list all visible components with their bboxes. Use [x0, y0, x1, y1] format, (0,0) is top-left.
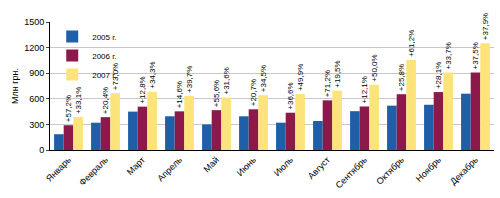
svg-text:Ноябрь: Ноябрь: [414, 155, 443, 184]
svg-text:+28,1%: +28,1%: [434, 62, 443, 89]
svg-text:+20,4%: +20,4%: [101, 87, 110, 114]
svg-text:+36,6%: +36,6%: [286, 82, 295, 109]
svg-text:+34,5%: +34,5%: [259, 65, 268, 92]
svg-text:Декабрь: Декабрь: [448, 155, 480, 187]
svg-text:1500: 1500: [24, 17, 44, 27]
svg-text:Апрель: Апрель: [155, 155, 184, 184]
svg-text:+20,7%: +20,7%: [249, 79, 258, 106]
svg-text:+19,5%: +19,5%: [333, 60, 342, 87]
svg-text:+61,2%: +61,2%: [407, 30, 416, 57]
svg-text:+37,9%: +37,9%: [481, 13, 490, 40]
svg-text:+37,5%: +37,5%: [471, 42, 480, 69]
svg-text:+31,6%: +31,6%: [222, 67, 231, 94]
svg-text:+12,1%: +12,1%: [360, 76, 369, 103]
svg-text:Сентябрь: Сентябрь: [334, 155, 370, 191]
svg-text:2006 г.: 2006 г.: [92, 52, 116, 61]
svg-text:Февраль: Февраль: [77, 155, 110, 188]
svg-text:2005 г.: 2005 г.: [92, 33, 116, 42]
svg-text:+39,7%: +39,7%: [185, 66, 194, 93]
svg-text:+33,7%: +33,7%: [444, 42, 453, 69]
svg-text:Август: Август: [306, 155, 332, 181]
svg-text:900: 900: [29, 68, 44, 78]
svg-text:+34,3%: +34,3%: [148, 61, 157, 88]
svg-text:2007 г.: 2007 г.: [92, 71, 116, 80]
svg-text:Март: Март: [125, 155, 147, 177]
svg-text:+14,6%: +14,6%: [175, 81, 184, 108]
svg-text:+73,0%: +73,0%: [110, 62, 120, 91]
svg-text:Млн грн.: Млн грн.: [10, 68, 20, 104]
svg-text:+55,6%: +55,6%: [212, 80, 221, 107]
svg-text:0: 0: [39, 145, 44, 155]
svg-text:Январь: Январь: [44, 155, 73, 184]
svg-text:+71,2%: +71,2%: [323, 70, 332, 97]
svg-text:1200: 1200: [24, 43, 44, 53]
svg-text:+57,2%: +57,2%: [64, 95, 73, 122]
svg-text:+50,0%: +50,0%: [370, 54, 379, 81]
svg-text:Июль: Июль: [272, 155, 296, 179]
svg-text:+33,1%: +33,1%: [74, 87, 83, 114]
svg-text:+25,8%: +25,8%: [397, 64, 406, 91]
svg-text:Июнь: Июнь: [235, 155, 258, 178]
svg-text:Октябрь: Октябрь: [374, 155, 406, 187]
svg-text:300: 300: [29, 120, 44, 130]
svg-text:Май: Май: [202, 155, 222, 175]
svg-text:+49,9%: +49,9%: [296, 64, 305, 91]
svg-text:+12,8%: +12,8%: [138, 76, 147, 103]
svg-text:600: 600: [29, 94, 44, 104]
